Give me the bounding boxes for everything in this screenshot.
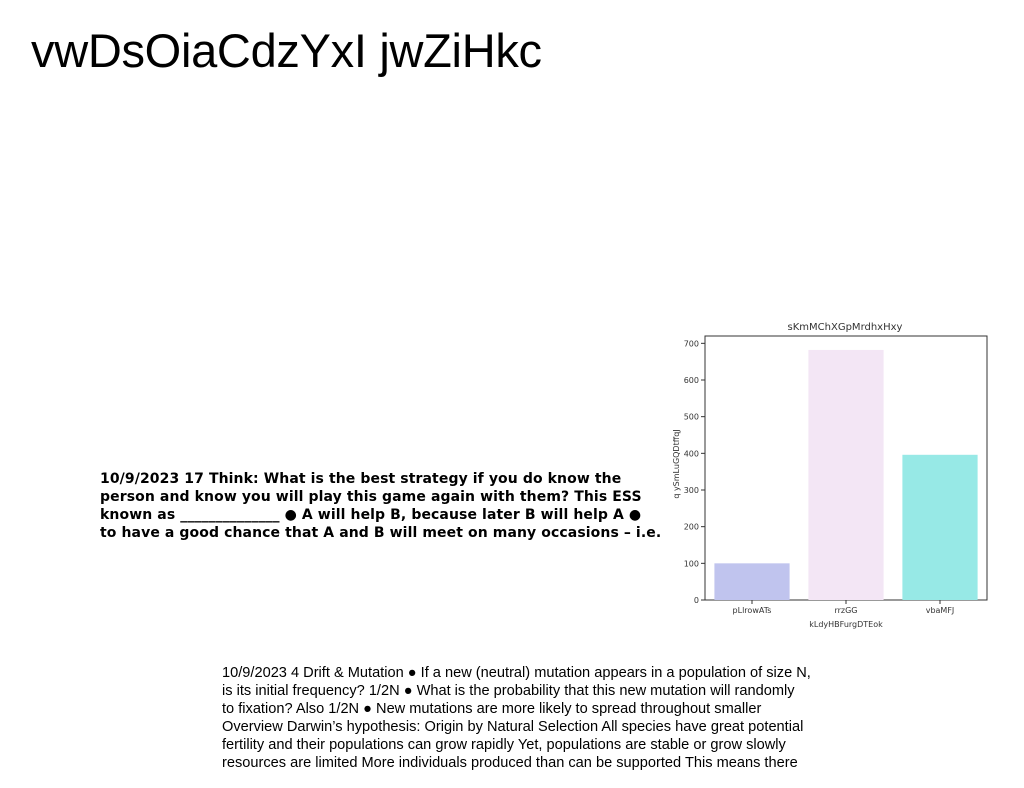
bar — [714, 563, 790, 600]
x-tick-label: rrzGG — [834, 606, 857, 615]
think-line: known as ______________ ● A will help B,… — [100, 507, 642, 523]
y-tick-label: 300 — [684, 486, 699, 495]
drift-line: 10/9/2023 4 Drift & Mutation ● If a new … — [222, 665, 811, 681]
drift-mutation-text: 10/9/2023 4 Drift & Mutation ● If a new … — [222, 664, 882, 772]
page-title: vwDsOiaCdzYxI jwZiHkc — [31, 24, 542, 77]
y-tick-label: 100 — [684, 559, 699, 568]
chart-x-axis-label: kLdyHBFurgDTEok — [809, 620, 883, 629]
drift-line: fertility and their populations can grow… — [222, 737, 786, 753]
y-tick-label: 700 — [684, 339, 699, 348]
bar — [808, 349, 884, 600]
drift-line: is its initial frequency? 1/2N ● What is… — [222, 683, 795, 699]
chart-y-axis-label: q ySmLuGQDtffqJ — [672, 429, 681, 498]
y-tick-label: 600 — [684, 376, 699, 385]
think-line: to have a good chance that A and B will … — [100, 525, 662, 541]
y-tick-label: 200 — [684, 523, 699, 532]
x-tick-label: pLlrowATs — [733, 606, 772, 615]
think-question-text: 10/9/2023 17 Think: What is the best str… — [100, 470, 670, 542]
think-line: person and know you will play this game … — [100, 489, 642, 505]
drift-line: Overview Darwin’s hypothesis: Origin by … — [222, 719, 804, 735]
think-line: 10/9/2023 17 Think: What is the best str… — [100, 471, 622, 487]
x-tick-label: vbaMFJ — [926, 606, 955, 615]
y-tick-label: 500 — [684, 413, 699, 422]
drift-line: to fixation? Also 1/2N ● New mutations a… — [222, 701, 762, 717]
y-tick-label: 400 — [684, 449, 699, 458]
bar-chart: sKmMChXGpMrdhxHxy q ySmLuGQDtffqJ kLdyHB… — [672, 322, 988, 629]
y-tick-label: 0 — [694, 596, 699, 605]
bar — [902, 454, 978, 600]
drift-line: resources are limited More individuals p… — [222, 755, 798, 771]
chart-title: sKmMChXGpMrdhxHxy — [788, 322, 903, 333]
